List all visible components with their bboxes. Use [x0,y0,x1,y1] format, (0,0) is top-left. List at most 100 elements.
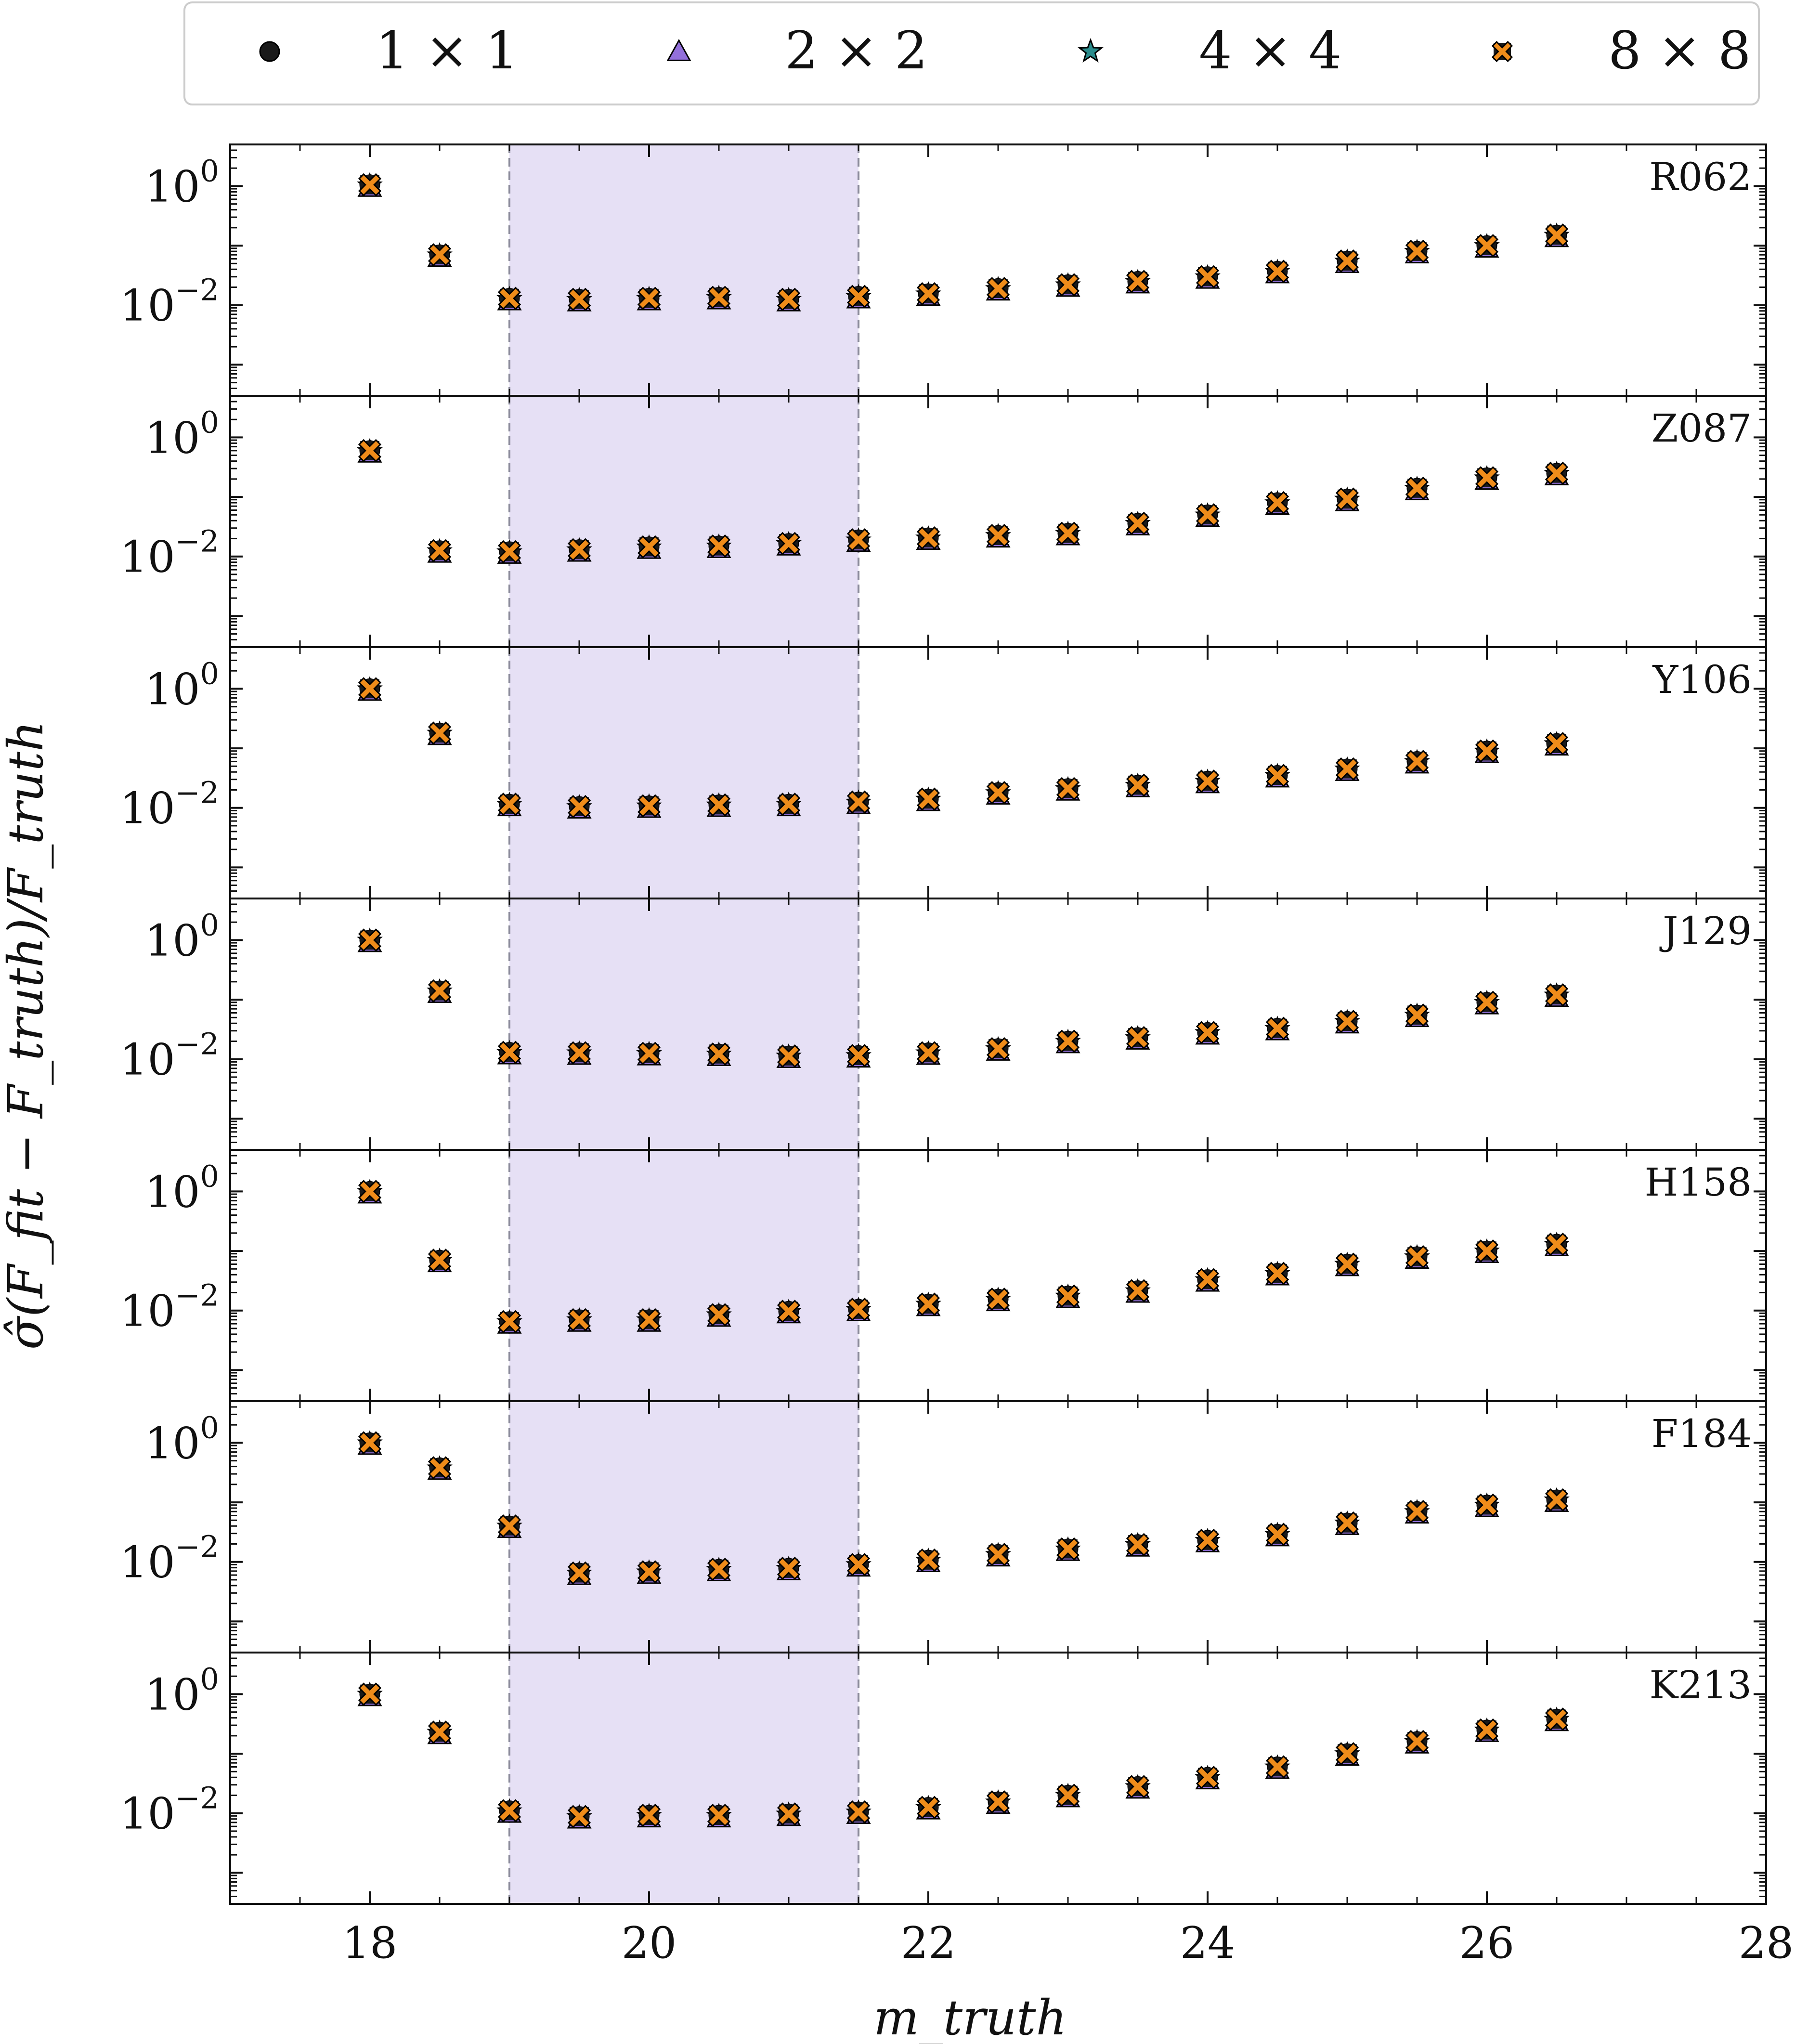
data-point [1545,1488,1569,1512]
data-point [1545,1232,1569,1256]
data-point [986,524,1010,547]
panel-frame [229,646,1767,899]
data-point [1265,491,1289,515]
data-point [567,287,591,311]
data-point [1126,511,1150,535]
data-point [1126,1533,1150,1556]
data-point [1265,260,1289,283]
data-point [567,1805,591,1828]
data-point [428,1720,452,1744]
legend-marker-star [1078,38,1104,63]
y-tick-label: 100 [145,1661,219,1720]
panel-frame [229,1652,1767,1905]
legend-entry-label: 1 × 1 [376,21,519,81]
data-point [916,1548,940,1572]
data-point [1196,1766,1220,1789]
data-point [1196,1021,1220,1044]
data-point [1196,1268,1220,1291]
data-point [1475,1493,1499,1517]
y-tick-label: 100 [145,656,219,715]
data-point [637,1308,661,1331]
legend-marker-x-square [1491,40,1513,63]
data-point [1335,249,1359,273]
data-point [1196,265,1220,288]
x-tick-label: 28 [1739,1918,1794,1968]
legend-entry-label: 2 × 2 [785,21,928,81]
data-point [916,1292,940,1316]
data-point [1335,1010,1359,1033]
data-point [428,539,452,562]
data-point [1265,764,1289,787]
data-point [1196,1528,1220,1552]
panel-label: Y106 [1652,657,1752,702]
data-point [1335,757,1359,781]
data-point [358,439,382,462]
legend-marker-triangle [666,39,691,61]
data-point [567,1041,591,1065]
y-tick-label: 10−2 [120,1278,219,1337]
data-point [1265,1755,1289,1779]
data-point [1545,983,1569,1007]
data-point [777,1802,801,1826]
shaded-region [509,898,858,1150]
data-point [1545,732,1569,755]
data-point [1545,461,1569,485]
data-point [777,532,801,555]
data-point [916,282,940,306]
legend-marker-circle [259,41,280,62]
data-point [497,286,521,310]
panel-label: H158 [1645,1160,1752,1205]
data-point [1056,1784,1080,1807]
data-point [777,1300,801,1323]
data-point [846,285,871,308]
panel-label: K213 [1650,1663,1752,1707]
data-point [1405,476,1429,500]
data-point [1405,1003,1429,1027]
data-point [986,781,1010,805]
data-point [1056,273,1080,297]
panel-frame [229,898,1767,1151]
data-point [986,1037,1010,1061]
data-point [1475,1718,1499,1742]
panel-k213: 100 10−2 K213 [120,1652,1767,1905]
panel-z087: 100 10−2 Z087 [120,395,1767,648]
panel-frame [229,1400,1767,1653]
data-point [1056,1537,1080,1561]
data-point [1126,1026,1150,1050]
data-point [1265,1262,1289,1285]
data-point [916,1041,940,1065]
data-point [707,1042,731,1066]
data-point [1056,1029,1080,1053]
data-point [707,286,731,309]
data-point [567,538,591,561]
data-point [358,1682,382,1706]
data-point [707,1558,731,1581]
data-point [707,793,731,817]
data-point [916,1796,940,1819]
data-point [1335,1742,1359,1766]
data-point [428,1456,452,1480]
data-point [846,1044,871,1068]
data-point [637,794,661,818]
data-point [358,928,382,952]
data-point [846,1297,871,1321]
data-point [497,793,521,816]
data-point [637,286,661,310]
data-point [497,1041,521,1064]
y-tick-label: 10−2 [120,524,219,583]
data-point [428,1249,452,1272]
panel-label: R062 [1649,155,1752,199]
shaded-region [509,1150,858,1401]
data-point [707,1804,731,1827]
data-point [1126,1775,1150,1798]
data-point [637,1560,661,1584]
y-tick-label: 10−2 [120,273,219,331]
panel-label: Z087 [1652,406,1752,451]
x-tick-label: 20 [622,1918,677,1968]
data-point [1196,769,1220,793]
x-tick-label: 22 [901,1918,956,1968]
data-point [777,793,801,816]
data-point [986,1543,1010,1566]
data-point [497,1514,521,1538]
